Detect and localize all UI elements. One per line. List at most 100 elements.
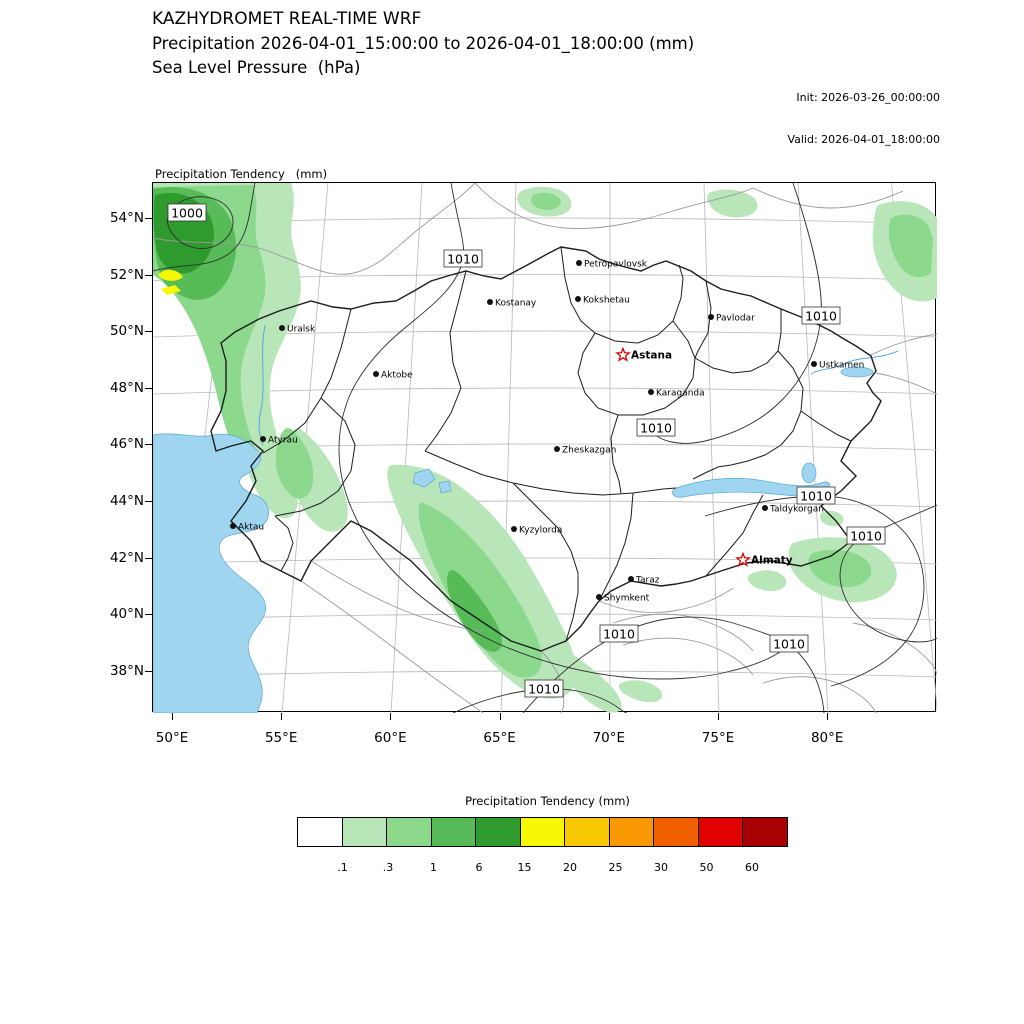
lat-tick-label: 50°N <box>109 323 144 340</box>
lon-tickmark <box>390 713 392 720</box>
city-label: Atyrau <box>268 436 298 446</box>
lon-tick-label: 60°E <box>374 730 407 746</box>
legend-color-0 <box>297 817 343 847</box>
city-label: Ustkamen <box>819 361 864 371</box>
lon-tick-label: 80°E <box>810 730 844 746</box>
legend-color-10 <box>742 817 788 847</box>
city-label: Aktobe <box>381 371 413 381</box>
pressure-label: 1010 <box>796 486 836 505</box>
lon-tickmark <box>499 713 501 720</box>
svg-text:1010: 1010 <box>773 637 805 652</box>
lake-zaysan <box>840 366 874 378</box>
svg-text:1010: 1010 <box>800 489 832 504</box>
lon-tick-label: 75°E <box>701 730 735 746</box>
legend-value: 20 <box>563 861 577 874</box>
svg-text:1010: 1010 <box>528 682 560 697</box>
city-dot-icon <box>648 389 654 395</box>
svg-text:1000: 1000 <box>171 206 203 221</box>
lat-tick-label: 54°N <box>109 210 144 226</box>
lon-tick-label: 50°E <box>155 730 189 746</box>
lat-tickmark <box>145 387 152 389</box>
lat-tick-label: 44°N <box>109 493 144 509</box>
legend-values: .1 .3 1 6 15 20 25 30 50 60 <box>297 861 798 875</box>
legend-value: .1 <box>337 861 348 874</box>
city-dot-icon <box>596 594 602 600</box>
city-marker-kostanay: Kostanay <box>487 299 537 309</box>
pressure-label: 1010 <box>524 679 564 698</box>
city-dot-icon <box>279 325 285 331</box>
map-canvas: 1000 1010 1010 1010 1010 1010 1010 1010 1010 Pet… <box>153 183 937 713</box>
legend-color-3 <box>430 817 476 847</box>
pressure-labels-layer: 1000 1010 1010 1010 1010 1010 1010 1010 1010 <box>167 203 886 698</box>
pressure-label: 1010 <box>599 624 639 643</box>
subtitle-pressure: Sea Level Pressure (hPa) <box>152 58 361 77</box>
legend-value: 6 <box>475 861 483 874</box>
city-label: Almaty <box>751 555 793 567</box>
svg-text:1010: 1010 <box>805 309 837 324</box>
legend-value: 60 <box>745 861 759 874</box>
lake-alakol <box>801 462 817 484</box>
city-label: Shymkent <box>604 594 650 604</box>
city-label: Uralsk <box>287 325 316 335</box>
city-label: Petropavlovsk <box>584 260 648 270</box>
page-title: KAZHYDROMET REAL-TIME WRF <box>152 9 422 29</box>
city-marker-petropavlovsk: Petropavlovsk <box>576 260 648 270</box>
city-label: Karaganda <box>656 389 705 399</box>
pressure-label: 1010 <box>443 249 483 268</box>
lat-tickmark <box>145 670 152 672</box>
city-label: Zheskazgan <box>562 446 616 456</box>
svg-text:1010: 1010 <box>447 252 479 267</box>
city-marker-aktobe: Aktobe <box>373 371 413 381</box>
pressure-label: 1000 <box>167 203 207 222</box>
city-marker-almaty: Almaty <box>735 551 793 567</box>
lat-tick-label: 46°N <box>109 436 144 453</box>
city-marker-atyrau: Atyrau <box>260 436 298 446</box>
lon-tickmark <box>608 713 610 720</box>
city-label: Kokshetau <box>583 296 630 306</box>
city-label: Pavlodar <box>716 314 755 324</box>
city-marker-kyzylorda: Kyzylorda <box>511 526 562 536</box>
lat-tick-label: 52°N <box>109 266 144 283</box>
city-label: Kyzylorda <box>519 526 562 536</box>
city-label: Kostanay <box>495 299 537 309</box>
city-dot-icon <box>708 314 714 320</box>
oblast-boundaries <box>262 246 852 642</box>
valid-time: Valid: 2026-04-01_18:00:00 <box>787 133 940 146</box>
lat-tickmark <box>145 331 152 333</box>
lon-tick-label: 70°E <box>592 730 626 746</box>
city-dot-icon <box>628 576 634 582</box>
city-marker-ustkamen: Ustkamen <box>811 361 864 371</box>
city-label: Astana <box>631 350 672 362</box>
lat-tickmark <box>145 557 152 559</box>
aral-remnant <box>412 468 436 488</box>
city-marker-karaganda: Karaganda <box>648 389 705 399</box>
city-dot-icon <box>230 523 236 529</box>
city-dot-icon <box>511 526 517 532</box>
lat-tick-label: 42°N <box>109 549 144 566</box>
pressure-label: 1010 <box>769 634 809 653</box>
lat-tickmark <box>145 218 152 219</box>
capital-star-icon <box>735 551 751 567</box>
foreign-border-lines <box>153 183 937 713</box>
pressure-label: 1010 <box>636 418 676 437</box>
init-time: Init: 2026-03-26_00:00:00 <box>796 91 940 104</box>
city-marker-pavlodar: Pavlodar <box>708 314 755 324</box>
city-dot-icon <box>811 361 817 367</box>
svg-text:1010: 1010 <box>603 627 635 642</box>
legend-color-9 <box>697 817 743 847</box>
pressure-label: 1010 <box>846 526 886 545</box>
legend-color-4 <box>475 817 521 847</box>
legend-color-5 <box>519 817 565 847</box>
city-marker-taldykorgan: Taldykorgan <box>762 505 824 515</box>
city-marker-astana: Astana <box>615 346 672 362</box>
legend-value: 15 <box>517 861 532 874</box>
svg-text:1010: 1010 <box>850 529 882 544</box>
water-bodies <box>153 366 874 713</box>
precip-light <box>153 183 937 713</box>
cities-layer: Petropavlovsk Kostanay Kokshetau Pavlodar Ur… <box>230 260 864 604</box>
lat-tick-label: 40°N <box>109 606 144 623</box>
map-frame: 1000 1010 1010 1010 1010 1010 1010 1010 1010 Pet… <box>152 182 937 713</box>
city-dot-icon <box>487 299 493 305</box>
precip-yellow <box>158 269 183 295</box>
city-dot-icon <box>373 371 379 377</box>
